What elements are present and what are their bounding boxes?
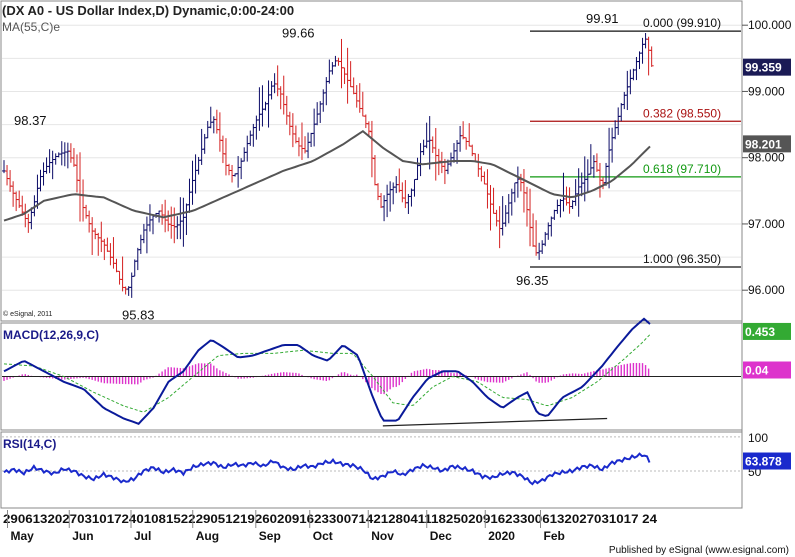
price-tick-label: 97.000 [748, 217, 785, 231]
price-annotation: 96.35 [516, 273, 549, 288]
x-day-labels: 2906132027031017240108152229051219260209… [3, 512, 657, 526]
x-month-label: Jul [134, 529, 151, 543]
fib-label: 0.000 (99.910) [643, 16, 721, 30]
rsi-line [3, 452, 651, 486]
fib-label: 0.618 (97.710) [643, 162, 721, 176]
ma-value-tag-bg [743, 135, 791, 153]
price-tick-label: 96.000 [748, 283, 785, 297]
x-month-label: Sep [259, 529, 281, 543]
price-annotation: 95.83 [122, 307, 155, 322]
price-tick-label: 98.000 [748, 151, 785, 165]
ma-legend: MA(55,C)e [2, 20, 60, 34]
last-price-tag-bg [743, 58, 791, 76]
x-month-label: May [11, 529, 35, 543]
price-bar [649, 46, 654, 67]
fib-label: 0.382 (98.550) [643, 106, 721, 120]
moving-average [3, 129, 651, 222]
ma-value-tag: 98.201 [745, 137, 782, 151]
price-tick-label: 99.000 [748, 84, 785, 98]
macd-signal-line [3, 334, 651, 413]
price-annotations: 98.37 95.83 99.66 99.91 96.35 [14, 11, 619, 322]
fibonacci-levels: 0.000 (99.910) 0.382 (98.550) 0.618 (97.71… [530, 16, 741, 268]
last-price-tag: 99.359 [745, 61, 782, 75]
x-axis: 2906132027031017240108152229051219260209… [3, 510, 657, 543]
copyright-text: © eSignal, 2011 [3, 310, 53, 318]
price-bars [2, 33, 654, 298]
rsi-legend: RSI(14,C) [3, 437, 56, 451]
x-month-label: Feb [544, 529, 565, 543]
rsi-tick-label: 100 [748, 431, 768, 445]
macd-legend: MACD(12,26,9,C) [3, 328, 99, 342]
price-annotation: 98.37 [14, 113, 47, 128]
value-tags: 99.359 98.201 0.453 0.04 63.878 [743, 58, 791, 470]
ma-line [3, 129, 651, 222]
macd-value-tag: 0.453 [745, 325, 775, 339]
rsi-value-tag-bg [743, 452, 791, 470]
macd-trendline [382, 417, 608, 427]
price-tick-label: 100.000 [748, 18, 792, 32]
price-annotation: 99.91 [586, 11, 619, 26]
x-month-label: Jun [72, 529, 93, 543]
window-title: (DX A0 - US Dollar Index,D) Dynamic,0:00… [2, 3, 294, 18]
x-month-label: 2020 [488, 529, 515, 543]
price-y-axis: 100.000 99.000 98.000 97.000 96.000 [742, 18, 792, 297]
rsi-value-tag: 63.878 [745, 455, 782, 469]
x-month-label: Oct [313, 529, 333, 543]
macd-indicator [2, 317, 741, 427]
macd-value-tag-bg [743, 322, 791, 340]
macd-hist-tag-bg [743, 361, 791, 379]
macd-line [3, 317, 651, 425]
footer-credit: Published by eSignal (www.esignal.com) [608, 545, 789, 556]
x-month-label: Aug [196, 529, 219, 543]
price-annotation: 99.66 [282, 26, 315, 41]
x-month-label: Nov [371, 529, 394, 543]
x-month-label: Dec [430, 529, 452, 543]
fib-label: 1.000 (96.350) [643, 252, 721, 266]
macd-hist-tag: 0.04 [745, 364, 769, 378]
